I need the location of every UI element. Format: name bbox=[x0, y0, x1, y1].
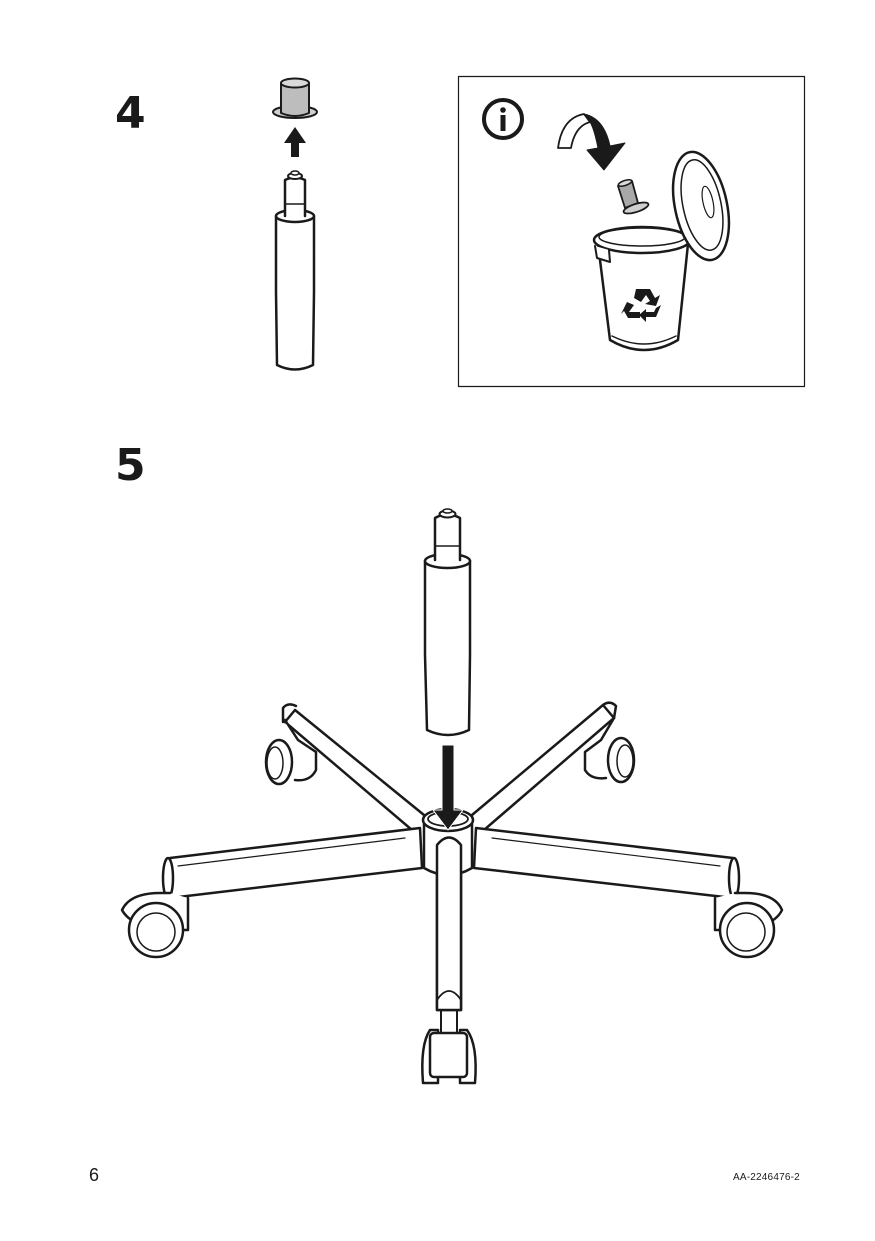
recycle-icon bbox=[621, 289, 661, 322]
step-5-number: 5 bbox=[115, 440, 146, 491]
recycling-bin bbox=[592, 150, 731, 352]
page-number: 6 bbox=[89, 1165, 100, 1185]
caster-left bbox=[120, 891, 190, 959]
curved-arrow-icon bbox=[557, 113, 626, 171]
gas-cylinder-step5 bbox=[423, 508, 472, 737]
caster-front bbox=[421, 1009, 477, 1085]
caster-back-left bbox=[264, 718, 318, 786]
caster-back-right bbox=[583, 716, 636, 784]
step-4-number: 4 bbox=[115, 88, 146, 139]
document-code: AA-2246476-2 bbox=[733, 1172, 800, 1183]
plastic-cap bbox=[272, 77, 318, 119]
gas-cylinder bbox=[274, 170, 316, 371]
info-box bbox=[457, 75, 806, 388]
arrow-down-icon bbox=[432, 744, 464, 831]
arrow-up-icon bbox=[284, 127, 306, 157]
caster-right bbox=[713, 891, 784, 959]
falling-cap bbox=[617, 179, 650, 215]
info-icon bbox=[482, 98, 524, 140]
